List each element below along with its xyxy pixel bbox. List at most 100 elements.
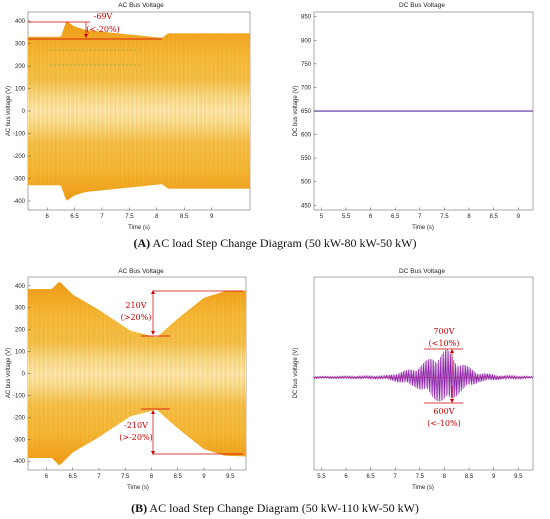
x-tick-label: 7.5 bbox=[440, 214, 449, 220]
chart-b-dc-annotation: 700V (<10%) 600V (<-10%) bbox=[424, 327, 463, 428]
chart-b-ac-annotation-top-value: 210V bbox=[125, 301, 146, 310]
chart-b-dc-annotation-top-value: 700V bbox=[433, 327, 454, 336]
y-tick-label: 600 bbox=[301, 133, 312, 139]
chart-b-dc-ylabel: DC bus voltage (V) bbox=[293, 348, 299, 399]
x-tick-label: 5.5 bbox=[317, 474, 326, 480]
chart-a-ac-plot: 6 6.5 7 7.5 8 8.5 9 400 300 200 100 0 -100 -200 -300 -4… bbox=[13, 11, 251, 220]
x-tick-label: 6.5 bbox=[366, 474, 375, 480]
caption-b-letter: (B) bbox=[131, 501, 147, 515]
y-tick-label: -300 bbox=[13, 437, 26, 443]
y-tick-label: -400 bbox=[13, 459, 26, 465]
chart-b-dc-annotation-bottom-pct: (<-10%) bbox=[427, 419, 460, 428]
x-tick-label: 5.5 bbox=[342, 214, 351, 220]
x-tick-label: 8 bbox=[155, 214, 159, 220]
y-tick-label: 100 bbox=[15, 87, 26, 93]
x-tick-label: 7 bbox=[97, 474, 101, 480]
caption-a-text: AC load Step Change Diagram (50 kW-80 kW… bbox=[150, 236, 416, 250]
x-tick-label: 9 bbox=[202, 474, 206, 480]
caption-a-letter: (A) bbox=[134, 236, 151, 250]
chart-a-dc-line bbox=[314, 110, 533, 112]
chart-a-dc: DC Bus Voltage 5 5.5 6 6.5 7 7.5 8 8.5 9 850 800 75… bbox=[293, 2, 534, 231]
chart-a-dc-plot: 5 5.5 6 6.5 7 7.5 8 8.5 9 850 800 750 700 650 600 550 50… bbox=[301, 11, 534, 220]
caption-b-text: AC load Step Change Diagram (50 kW-110 k… bbox=[147, 501, 419, 515]
y-tick-label: 650 bbox=[301, 109, 312, 115]
x-tick-label: 6 bbox=[369, 214, 373, 220]
y-tick-label: 400 bbox=[15, 19, 26, 25]
chart-b-dc-annotation-top-pct: (<10%) bbox=[429, 339, 460, 348]
chart-a-dc-ticks: 5 5.5 6 6.5 7 7.5 8 8.5 9 850 800 750 700 650 600 550 50… bbox=[301, 15, 521, 220]
y-tick-label: -200 bbox=[13, 415, 26, 421]
x-tick-label: 7.5 bbox=[121, 474, 130, 480]
chart-b-dc-ticks: 5.5 6 6.5 7 7.5 8 8.5 9 9.5 bbox=[317, 467, 523, 480]
chart-b-ac-plot: 6 6.5 7 7.5 8 8.5 9 9.5 400 300 200 100 0 -100 -200 -30… bbox=[13, 276, 247, 480]
y-tick-label: 300 bbox=[15, 42, 26, 48]
x-tick-label: 8 bbox=[467, 214, 471, 220]
chart-b-dc-oscillation bbox=[313, 348, 534, 402]
chart-b-dc: DC Bus Voltage 5.5 6 6.5 7 7.5 8 8.5 9 9.5 700V … bbox=[293, 268, 534, 491]
y-tick-label: 300 bbox=[15, 306, 26, 312]
x-tick-label: 9.5 bbox=[226, 474, 235, 480]
x-tick-label: 7.5 bbox=[416, 474, 425, 480]
chart-b-ac: AC Bus Voltage 6 6.5 7 7.5 8 8.5 9 9.5 400 300 200… bbox=[6, 268, 247, 491]
x-tick-label: 8.5 bbox=[465, 474, 474, 480]
chart-b-ac-annotation-bottom-value: -210V bbox=[124, 421, 148, 430]
x-tick-label: 8.5 bbox=[489, 214, 498, 220]
y-tick-label: -300 bbox=[13, 177, 26, 183]
chart-a-ac-annotation-value: -69V bbox=[94, 12, 113, 21]
y-tick-label: 850 bbox=[301, 15, 312, 21]
y-tick-label: 700 bbox=[301, 85, 312, 91]
x-tick-label: 9 bbox=[492, 474, 496, 480]
y-tick-label: 450 bbox=[301, 203, 312, 209]
x-tick-label: 6 bbox=[46, 214, 50, 220]
caption-a: (A) AC load Step Change Diagram (50 kW-8… bbox=[134, 236, 417, 250]
y-tick-label: 0 bbox=[22, 109, 26, 115]
chart-b-ac-ticks: 6 6.5 7 7.5 8 8.5 9 9.5 400 300 200 100 0 -100 -200 -30… bbox=[13, 284, 235, 480]
x-tick-label: 6.5 bbox=[391, 214, 400, 220]
chart-a-ac-annotation: -69V (<-20%) bbox=[28, 12, 162, 66]
x-tick-label: 7.5 bbox=[125, 214, 134, 220]
chart-a-ac-oscillation bbox=[27, 21, 251, 201]
chart-a-dc-ylabel: DC bus voltage (V) bbox=[293, 86, 299, 137]
chart-b-dc-annotation-bottom-value: 600V bbox=[433, 407, 454, 416]
x-tick-label: 6 bbox=[45, 474, 49, 480]
chart-a-ac: AC Bus Voltage 6 6.5 7 7.5 8 8.5 9 400 300 200 100… bbox=[6, 2, 251, 231]
chart-a-ac-title: AC Bus Voltage bbox=[118, 2, 164, 9]
x-tick-label: 9.5 bbox=[514, 474, 523, 480]
x-tick-label: 9 bbox=[517, 214, 521, 220]
x-tick-label: 9 bbox=[210, 214, 214, 220]
chart-a-dc-xlabel: Time (s) bbox=[412, 225, 434, 231]
y-tick-label: -100 bbox=[13, 132, 26, 138]
x-tick-label: 7 bbox=[418, 214, 422, 220]
dc-voltage-oscillation bbox=[313, 348, 534, 402]
chart-b-dc-plot: 5.5 6 6.5 7 7.5 8 8.5 9 9.5 700V (<10%) 600V (<-… bbox=[313, 276, 534, 480]
y-tick-label: 0 bbox=[22, 372, 26, 378]
chart-a-ac-annotation-pct: (<-20%) bbox=[86, 25, 119, 34]
y-tick-label: 200 bbox=[15, 328, 26, 334]
x-tick-label: 8.5 bbox=[174, 474, 183, 480]
y-tick-label: 750 bbox=[301, 62, 312, 68]
x-tick-label: 6.5 bbox=[68, 474, 77, 480]
y-tick-label: -200 bbox=[13, 154, 26, 160]
chart-b-ac-annotation-bottom-pct: (>-20%) bbox=[119, 433, 152, 442]
chart-b-ac-xlabel: Time (s) bbox=[127, 485, 149, 491]
chart-b-ac-title: AC Bus Voltage bbox=[118, 268, 164, 275]
chart-b-dc-title: DC Bus Voltage bbox=[399, 268, 445, 275]
x-tick-label: 7 bbox=[394, 474, 398, 480]
y-tick-label: -100 bbox=[13, 393, 26, 399]
y-tick-label: 100 bbox=[15, 350, 26, 356]
chart-b-ac-annotation-top-pct: (>20%) bbox=[121, 313, 152, 322]
y-tick-label: 200 bbox=[15, 64, 26, 70]
x-tick-label: 8.5 bbox=[180, 214, 189, 220]
x-tick-label: 6 bbox=[344, 474, 348, 480]
y-tick-label: 400 bbox=[15, 284, 26, 290]
chart-a-dc-title: DC Bus Voltage bbox=[399, 2, 445, 9]
chart-b-ac-ylabel: AC bus voltage (V) bbox=[6, 348, 12, 398]
y-tick-label: -400 bbox=[13, 199, 26, 205]
chart-a-ac-ticks: 6 6.5 7 7.5 8 8.5 9 400 300 200 100 0 -100 -200 -300 -4… bbox=[13, 19, 214, 220]
chart-b-ac-annotation: 210V (>20%) -210V (>-20%) bbox=[119, 290, 243, 455]
x-tick-label: 6.5 bbox=[70, 214, 79, 220]
caption-b: (B) AC load Step Change Diagram (50 kW-1… bbox=[131, 501, 419, 515]
y-tick-label: 800 bbox=[301, 38, 312, 44]
chart-a-ac-xlabel: Time (s) bbox=[128, 225, 150, 231]
